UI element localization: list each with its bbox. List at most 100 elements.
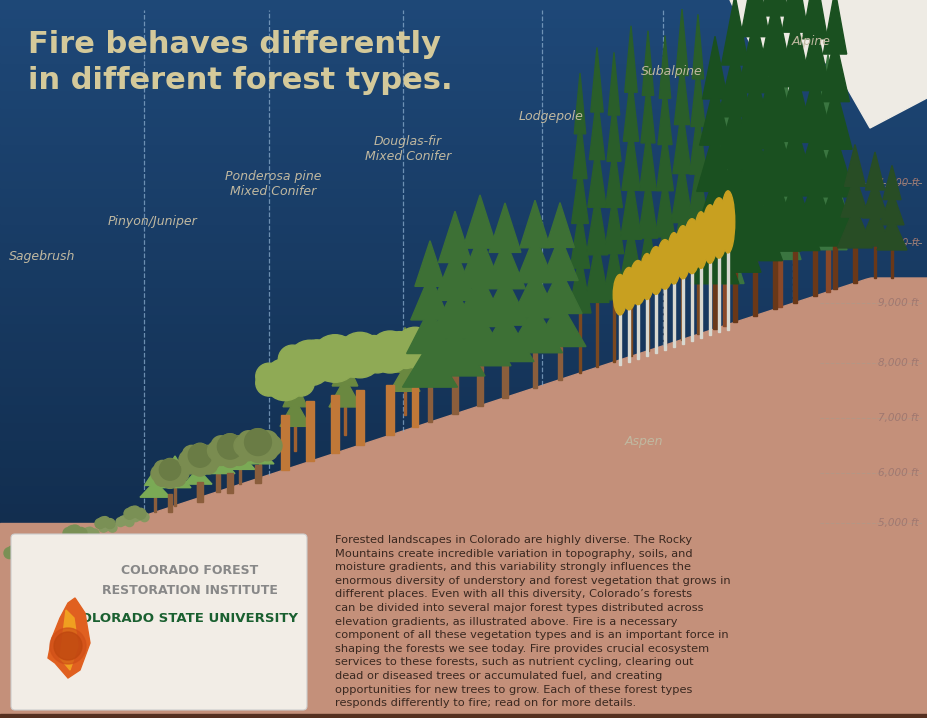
Bar — [0, 358, 927, 368]
Bar — [0, 618, 927, 628]
Polygon shape — [332, 358, 358, 386]
Polygon shape — [877, 216, 907, 250]
Circle shape — [105, 518, 115, 528]
Polygon shape — [883, 165, 901, 200]
Text: Alpine: Alpine — [792, 35, 831, 48]
Polygon shape — [659, 36, 671, 98]
Circle shape — [302, 340, 332, 370]
Bar — [0, 672, 927, 682]
Bar — [0, 17, 927, 27]
Circle shape — [130, 506, 141, 517]
Polygon shape — [752, 113, 798, 192]
Circle shape — [45, 538, 55, 549]
Circle shape — [135, 510, 145, 520]
Polygon shape — [712, 150, 758, 220]
Polygon shape — [569, 252, 591, 313]
Polygon shape — [546, 202, 575, 248]
Polygon shape — [507, 305, 563, 353]
Polygon shape — [646, 295, 648, 356]
Circle shape — [245, 429, 272, 455]
Ellipse shape — [621, 268, 637, 309]
Polygon shape — [411, 274, 450, 320]
Bar — [0, 322, 927, 332]
Bar — [0, 169, 927, 180]
Polygon shape — [173, 488, 176, 505]
Bar — [0, 403, 927, 413]
Circle shape — [11, 552, 20, 561]
Circle shape — [260, 435, 282, 456]
Circle shape — [151, 465, 168, 482]
Bar — [0, 394, 927, 404]
Circle shape — [68, 533, 77, 542]
Polygon shape — [434, 249, 476, 300]
Circle shape — [218, 434, 243, 459]
Text: Pinyon/Juniper: Pinyon/Juniper — [108, 215, 197, 228]
Polygon shape — [604, 191, 624, 253]
Circle shape — [38, 536, 48, 546]
Polygon shape — [0, 278, 927, 718]
Polygon shape — [803, 0, 828, 39]
Circle shape — [95, 518, 105, 528]
Bar — [0, 636, 927, 646]
Circle shape — [278, 345, 307, 373]
Text: Ponderosa pine
Mixed Conifer: Ponderosa pine Mixed Conifer — [225, 170, 322, 198]
Polygon shape — [619, 311, 621, 365]
Polygon shape — [227, 472, 233, 493]
Polygon shape — [691, 62, 705, 126]
Polygon shape — [727, 247, 729, 330]
Polygon shape — [773, 251, 778, 309]
Bar — [0, 187, 927, 197]
Polygon shape — [558, 347, 563, 380]
Circle shape — [273, 368, 297, 391]
Polygon shape — [637, 300, 640, 359]
Bar — [0, 80, 927, 90]
Text: 6,000 ft: 6,000 ft — [878, 468, 919, 478]
Polygon shape — [415, 241, 445, 286]
Circle shape — [233, 441, 252, 460]
Ellipse shape — [641, 253, 654, 299]
Bar — [0, 582, 927, 592]
Bar — [0, 205, 927, 215]
Bar — [0, 528, 927, 538]
Polygon shape — [664, 284, 667, 350]
Polygon shape — [779, 13, 811, 87]
Bar — [0, 251, 927, 261]
Circle shape — [256, 363, 282, 390]
Ellipse shape — [711, 197, 728, 258]
Polygon shape — [622, 123, 641, 190]
Circle shape — [40, 536, 50, 546]
Circle shape — [127, 506, 138, 518]
Text: Douglas-fir
Mixed Conifer: Douglas-fir Mixed Conifer — [364, 135, 451, 163]
Polygon shape — [762, 144, 798, 210]
Polygon shape — [575, 73, 586, 134]
Circle shape — [29, 546, 38, 555]
Bar — [0, 98, 927, 108]
Polygon shape — [673, 279, 675, 348]
Polygon shape — [734, 73, 776, 149]
Polygon shape — [585, 238, 609, 302]
Circle shape — [161, 459, 178, 475]
Polygon shape — [670, 205, 694, 271]
Polygon shape — [709, 202, 761, 272]
Circle shape — [278, 353, 307, 381]
Polygon shape — [756, 54, 794, 134]
Polygon shape — [723, 284, 727, 325]
Polygon shape — [512, 270, 558, 318]
Polygon shape — [641, 78, 655, 143]
Circle shape — [395, 327, 436, 368]
Polygon shape — [184, 469, 212, 484]
Polygon shape — [687, 205, 709, 269]
Polygon shape — [463, 195, 497, 248]
Ellipse shape — [684, 219, 700, 274]
Polygon shape — [791, 176, 839, 246]
Circle shape — [202, 450, 221, 469]
Polygon shape — [344, 407, 347, 435]
Polygon shape — [768, 46, 792, 113]
Polygon shape — [773, 122, 817, 196]
Circle shape — [248, 429, 269, 450]
Text: in different forest types.: in different forest types. — [28, 66, 452, 95]
Bar — [0, 304, 927, 314]
Polygon shape — [721, 0, 748, 65]
Circle shape — [387, 338, 413, 363]
Circle shape — [140, 513, 149, 522]
